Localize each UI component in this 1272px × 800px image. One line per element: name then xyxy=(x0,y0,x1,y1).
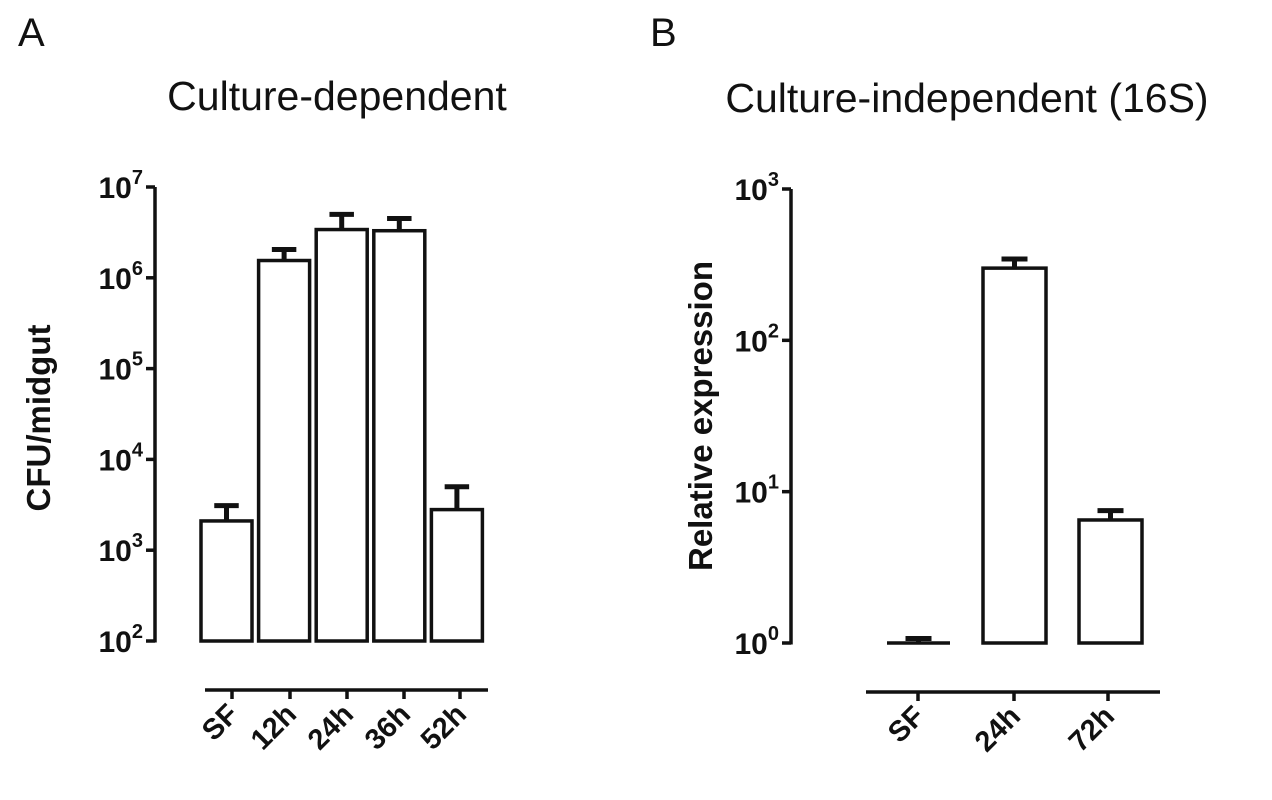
x-tick-label: 24h xyxy=(302,698,360,756)
y-tick-exponent: 7 xyxy=(132,167,143,189)
bar-24h xyxy=(314,227,369,643)
y-tick-exponent: 0 xyxy=(768,623,779,645)
y-tick-base: 10 xyxy=(99,444,132,477)
panel-a-letter: A xyxy=(18,11,45,55)
y-tick-exponent: 5 xyxy=(132,349,143,371)
y-tick-exponent: 2 xyxy=(768,320,779,342)
bar-52h xyxy=(429,507,485,643)
x-tick-label: SF xyxy=(196,698,245,747)
panel-b-error-bars xyxy=(905,256,1124,643)
y-tick-label: 104 xyxy=(99,439,144,477)
y-tick-exponent: 2 xyxy=(132,621,143,643)
y-tick-exponent: 4 xyxy=(132,439,144,461)
panel-b: B Culture-independent (16S) Relative exp… xyxy=(650,11,1209,758)
y-tick-label: 102 xyxy=(99,621,144,659)
y-tick-label: 100 xyxy=(735,623,780,661)
panel-a-title: Culture-dependent xyxy=(167,73,507,119)
y-tick-label: 101 xyxy=(735,472,780,510)
panel-b-x-ticks: SF 24h 72h xyxy=(882,692,1121,758)
y-tick-exponent: 3 xyxy=(132,530,143,552)
x-tick-label: SF xyxy=(882,700,931,749)
panel-b-letter: B xyxy=(650,11,677,55)
y-tick-base: 10 xyxy=(735,628,768,661)
y-tick-label: 103 xyxy=(735,169,780,207)
y-tick-label: 107 xyxy=(99,167,144,205)
panel-a-bars xyxy=(199,227,485,643)
x-tick-label: 24h xyxy=(969,700,1027,758)
panel-a: A Culture-dependent CFU/midgut 102103104… xyxy=(18,11,507,756)
y-tick-base: 10 xyxy=(99,172,132,205)
panel-b-y-axis-label: Relative expression xyxy=(682,261,719,571)
x-tick-label: 36h xyxy=(359,698,417,756)
y-tick-label: 106 xyxy=(99,258,144,296)
y-tick-label: 103 xyxy=(99,530,144,568)
y-tick-base: 10 xyxy=(735,477,768,510)
x-tick-label: 12h xyxy=(245,698,303,756)
y-tick-base: 10 xyxy=(735,325,768,358)
y-tick-base: 10 xyxy=(99,626,132,659)
bar-72h xyxy=(1077,518,1144,645)
panel-a-y-axis-label: CFU/midgut xyxy=(20,325,57,512)
y-tick-label: 105 xyxy=(99,349,144,387)
panel-b-title: Culture-independent (16S) xyxy=(725,75,1208,121)
y-tick-base: 10 xyxy=(99,263,132,296)
y-tick-base: 10 xyxy=(99,535,132,568)
bar-sf xyxy=(199,519,254,643)
bar-36h xyxy=(372,228,427,643)
y-tick-base: 10 xyxy=(99,354,132,387)
panel-a-error-bars xyxy=(214,211,470,521)
y-tick-base: 10 xyxy=(735,174,768,207)
y-tick-exponent: 6 xyxy=(132,258,143,280)
panel-b-bars xyxy=(887,266,1144,645)
y-tick-exponent: 3 xyxy=(768,169,779,191)
y-tick-label: 102 xyxy=(735,320,780,358)
y-tick-exponent: 1 xyxy=(768,472,779,494)
x-tick-label: 52h xyxy=(415,698,473,756)
bar-24h xyxy=(981,266,1048,645)
x-tick-label: 72h xyxy=(1063,700,1121,758)
bar-12h xyxy=(256,258,312,643)
